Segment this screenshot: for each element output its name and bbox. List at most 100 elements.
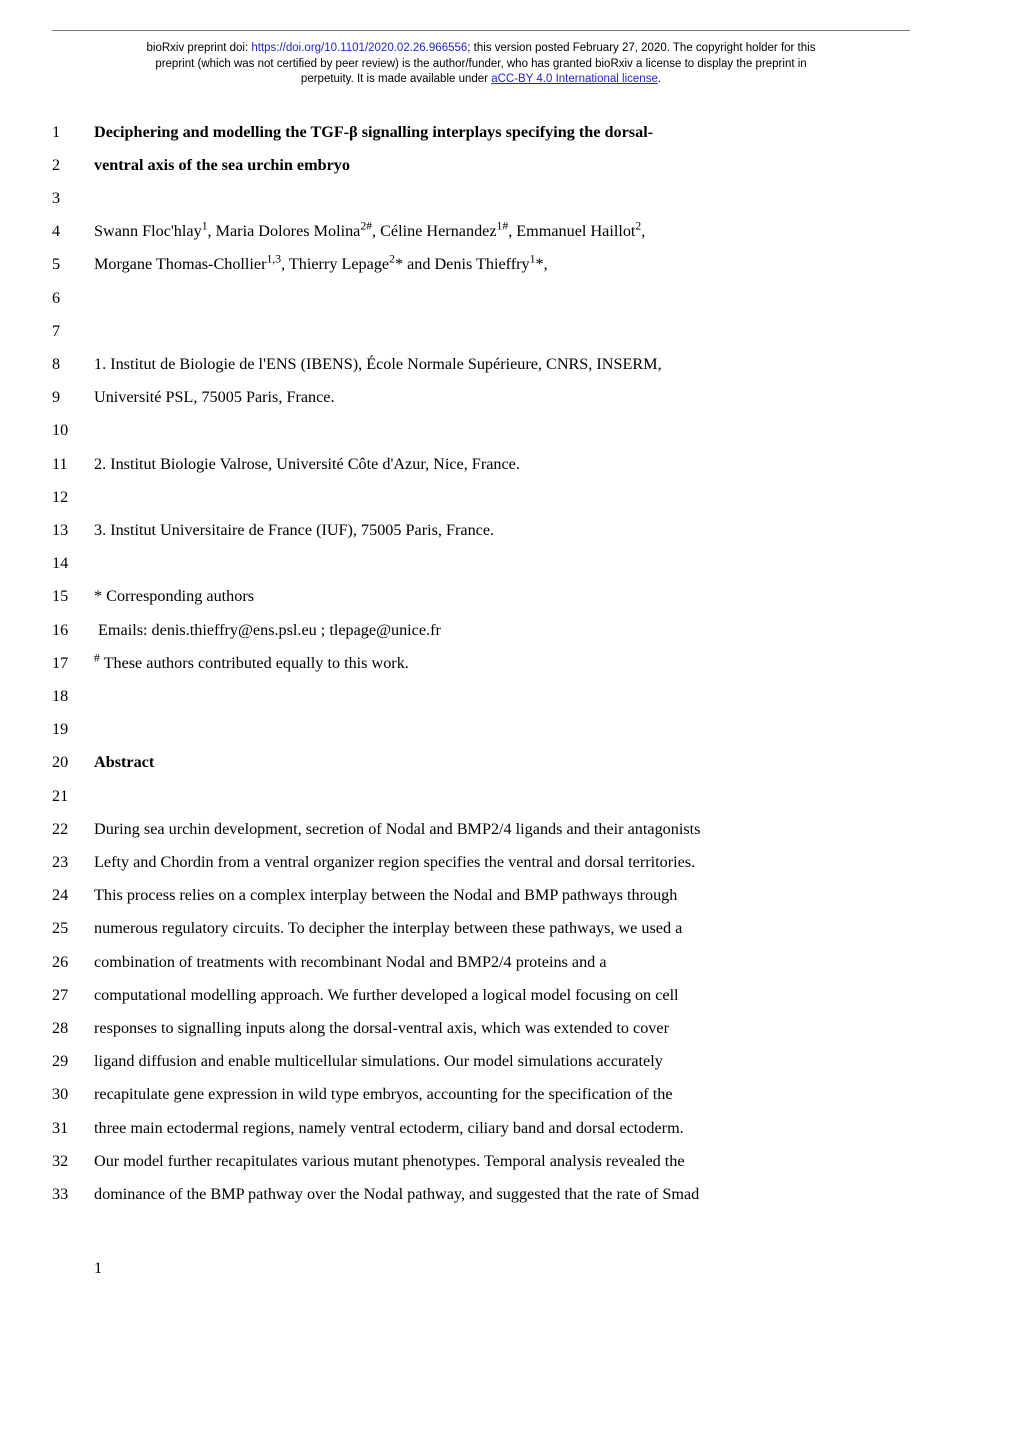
line-number: 27 [52,979,94,1012]
manuscript-body: 1Deciphering and modelling the TGF-β sig… [52,116,910,1212]
line-number: 23 [52,846,94,879]
preprint-header: bioRxiv preprint doi: https://doi.org/10… [101,41,861,88]
header-line1-suffix: ; this version posted February 27, 2020.… [467,42,815,54]
line-number: 17 [52,647,94,680]
line-text: * Corresponding authors [94,580,910,613]
line-text: combination of treatments with recombina… [94,946,910,979]
manuscript-line: 6 [52,282,910,315]
manuscript-line: 24This process relies on a complex inter… [52,879,910,912]
line-text [94,680,910,713]
line-text [94,414,910,447]
manuscript-line: 10 [52,414,910,447]
manuscript-line: 30recapitulate gene expression in wild t… [52,1078,910,1111]
license-link[interactable]: aCC-BY 4.0 International license [491,73,658,85]
line-text: Swann Floc'hlay1, Maria Dolores Molina2#… [94,215,910,248]
line-number: 1 [52,116,94,149]
line-text: Université PSL, 75005 Paris, France. [94,381,910,414]
manuscript-line: 28responses to signalling inputs along t… [52,1012,910,1045]
page-number: 1 [52,1259,910,1278]
line-number: 12 [52,481,94,514]
manuscript-line: 27computational modelling approach. We f… [52,979,910,1012]
line-text: Emails: denis.thieffry@ens.psl.eu ; tlep… [94,614,910,647]
line-text: ventral axis of the sea urchin embryo [94,149,910,182]
manuscript-line: 7 [52,315,910,348]
line-number: 10 [52,414,94,447]
line-number: 7 [52,315,94,348]
line-number: 11 [52,448,94,481]
manuscript-line: 15* Corresponding authors [52,580,910,613]
line-text: 2. Institut Biologie Valrose, Université… [94,448,910,481]
line-text: During sea urchin development, secretion… [94,813,910,846]
line-text [94,282,910,315]
line-number: 31 [52,1112,94,1145]
manuscript-line: 29ligand diffusion and enable multicellu… [52,1045,910,1078]
manuscript-line: 32Our model further recapitulates variou… [52,1145,910,1178]
header-line3-suffix: . [658,73,661,85]
line-text [94,315,910,348]
manuscript-line: 112. Institut Biologie Valrose, Universi… [52,448,910,481]
line-text: Morgane Thomas-Chollier1,3, Thierry Lepa… [94,248,910,281]
line-text: ligand diffusion and enable multicellula… [94,1045,910,1078]
doi-link[interactable]: https://doi.org/10.1101/2020.02.26.96655… [251,42,467,54]
line-text: Deciphering and modelling the TGF-β sign… [94,116,910,149]
manuscript-line: 21 [52,780,910,813]
line-number: 21 [52,780,94,813]
line-text [94,713,910,746]
line-text [94,182,910,215]
manuscript-line: 33dominance of the BMP pathway over the … [52,1178,910,1211]
manuscript-line: 26combination of treatments with recombi… [52,946,910,979]
line-number: 25 [52,912,94,945]
line-number: 15 [52,580,94,613]
manuscript-line: 5Morgane Thomas-Chollier1,3, Thierry Lep… [52,248,910,281]
manuscript-line: 31three main ectodermal regions, namely … [52,1112,910,1145]
line-number: 20 [52,746,94,779]
line-number: 16 [52,614,94,647]
manuscript-line: 2ventral axis of the sea urchin embryo [52,149,910,182]
line-number: 18 [52,680,94,713]
header-line1-prefix: bioRxiv preprint doi: [147,42,252,54]
manuscript-line: 1Deciphering and modelling the TGF-β sig… [52,116,910,149]
line-text: This process relies on a complex interpl… [94,879,910,912]
line-number: 3 [52,182,94,215]
manuscript-line: 19 [52,713,910,746]
line-number: 5 [52,248,94,281]
line-number: 22 [52,813,94,846]
line-text [94,780,910,813]
top-rule [52,30,910,31]
line-number: 2 [52,149,94,182]
line-number: 19 [52,713,94,746]
manuscript-line: 23Lefty and Chordin from a ventral organ… [52,846,910,879]
manuscript-line: 12 [52,481,910,514]
line-number: 30 [52,1078,94,1111]
line-text: computational modelling approach. We fur… [94,979,910,1012]
line-number: 24 [52,879,94,912]
line-text: Lefty and Chordin from a ventral organiz… [94,846,910,879]
line-text: # These authors contributed equally to t… [94,647,910,680]
line-number: 9 [52,381,94,414]
manuscript-line: 9Université PSL, 75005 Paris, France. [52,381,910,414]
line-number: 8 [52,348,94,381]
manuscript-line: 14 [52,547,910,580]
line-number: 28 [52,1012,94,1045]
line-text: 1. Institut de Biologie de l'ENS (IBENS)… [94,348,910,381]
manuscript-line: 22During sea urchin development, secreti… [52,813,910,846]
manuscript-line: 18 [52,680,910,713]
line-text [94,547,910,580]
line-text: three main ectodermal regions, namely ve… [94,1112,910,1145]
manuscript-line: 16 Emails: denis.thieffry@ens.psl.eu ; t… [52,614,910,647]
line-number: 6 [52,282,94,315]
line-number: 26 [52,946,94,979]
manuscript-line: 81. Institut de Biologie de l'ENS (IBENS… [52,348,910,381]
line-text: Our model further recapitulates various … [94,1145,910,1178]
manuscript-line: 3 [52,182,910,215]
line-text: dominance of the BMP pathway over the No… [94,1178,910,1211]
line-number: 13 [52,514,94,547]
line-text: 3. Institut Universitaire de France (IUF… [94,514,910,547]
manuscript-line: 20Abstract [52,746,910,779]
header-line3-prefix: perpetuity. It is made available under [301,73,491,85]
manuscript-line: 17# These authors contributed equally to… [52,647,910,680]
line-number: 33 [52,1178,94,1211]
line-text [94,481,910,514]
line-text: numerous regulatory circuits. To deciphe… [94,912,910,945]
manuscript-line: 133. Institut Universitaire de France (I… [52,514,910,547]
